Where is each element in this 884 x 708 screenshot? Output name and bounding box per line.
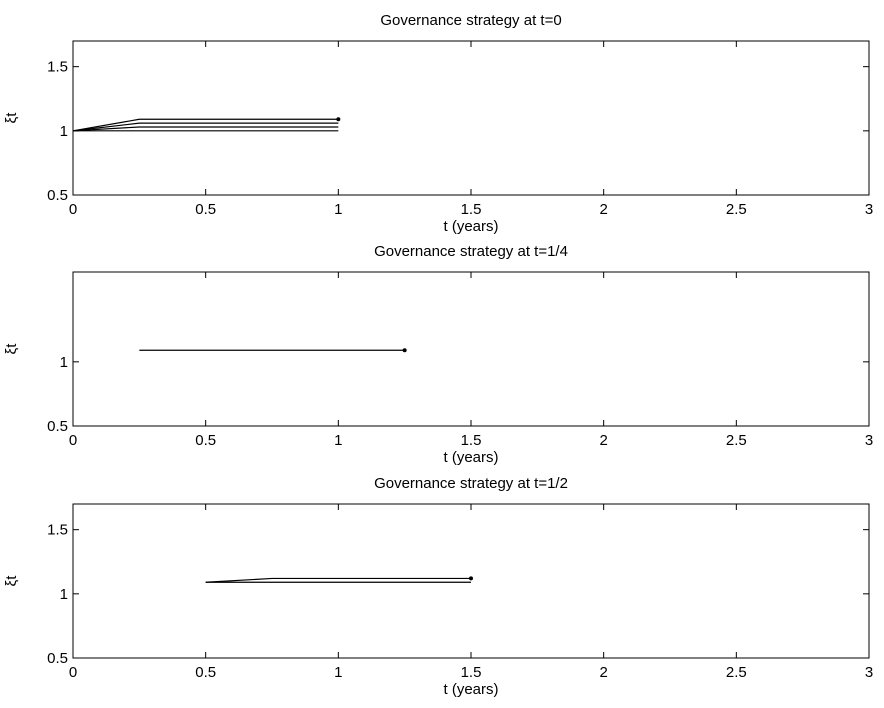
x-tick-label: 0.5 — [195, 664, 216, 681]
x-axis-label: t (years) — [443, 681, 498, 698]
chart-title: Governance strategy at t=0 — [380, 12, 561, 29]
x-tick-label: 2.5 — [726, 201, 747, 218]
x-tick-label: 2.5 — [726, 432, 747, 449]
x-tick-label: 0 — [69, 432, 77, 449]
x-tick-label: 1 — [334, 201, 342, 218]
x-axis-label: t (years) — [443, 218, 498, 235]
end-point-marker — [402, 348, 407, 353]
x-tick-label: 2 — [599, 432, 607, 449]
y-tick-label: 1 — [60, 586, 68, 603]
x-tick-label: 0.5 — [195, 201, 216, 218]
y-tick-label: 1 — [60, 354, 68, 371]
subplot-2: Governance strategy at t=1/40 0.5 1 1.5 2 2.5… — [3, 243, 873, 466]
x-tick-label: 0 — [69, 201, 77, 218]
plot-area — [72, 503, 870, 659]
x-axis-label: t (years) — [443, 449, 498, 466]
subplot-3: Governance strategy at t=1/20 0.5 1 1.5 2 2.5… — [3, 475, 873, 698]
x-tick-label: 1.5 — [461, 201, 482, 218]
y-axis-label: ξt — [3, 575, 20, 587]
subplot-1: Governance strategy at t=00 0.5 1 1.5 2 2.5 30… — [3, 12, 873, 235]
chart-title: Governance strategy at t=1/4 — [374, 243, 568, 260]
y-axis-label: ξt — [3, 112, 20, 124]
chart-title: Governance strategy at t=1/2 — [374, 475, 568, 492]
y-tick-label: 1.5 — [47, 522, 68, 539]
y-axis-label: ξt — [3, 343, 20, 355]
x-tick-label: 3 — [865, 201, 873, 218]
series-line-1 — [72, 118, 339, 132]
x-tick-label: 2 — [599, 201, 607, 218]
x-tick-label: 1.5 — [461, 432, 482, 449]
y-tick-label: 1 — [60, 123, 68, 140]
x-tick-label: 1 — [334, 664, 342, 681]
x-tick-label: 2 — [599, 664, 607, 681]
x-tick-label: 2.5 — [726, 664, 747, 681]
y-tick-label: 0.5 — [47, 418, 68, 435]
y-tick-label: 0.5 — [47, 187, 68, 204]
end-point-marker — [469, 576, 473, 581]
x-tick-label: 0.5 — [195, 432, 216, 449]
x-tick-label: 1 — [334, 432, 342, 449]
y-tick-label: 1.5 — [47, 59, 68, 76]
series-line-3 — [72, 126, 339, 132]
series-line-2 — [72, 122, 339, 132]
x-tick-label: 3 — [865, 664, 873, 681]
y-tick-label: 0.5 — [47, 650, 68, 667]
end-point-marker — [336, 117, 341, 122]
plot-area — [72, 271, 870, 427]
series-line-1 — [205, 577, 471, 583]
plot-area — [72, 40, 870, 196]
x-tick-label: 0 — [69, 664, 77, 681]
x-tick-label: 3 — [865, 432, 873, 449]
x-tick-label: 1.5 — [461, 664, 482, 681]
